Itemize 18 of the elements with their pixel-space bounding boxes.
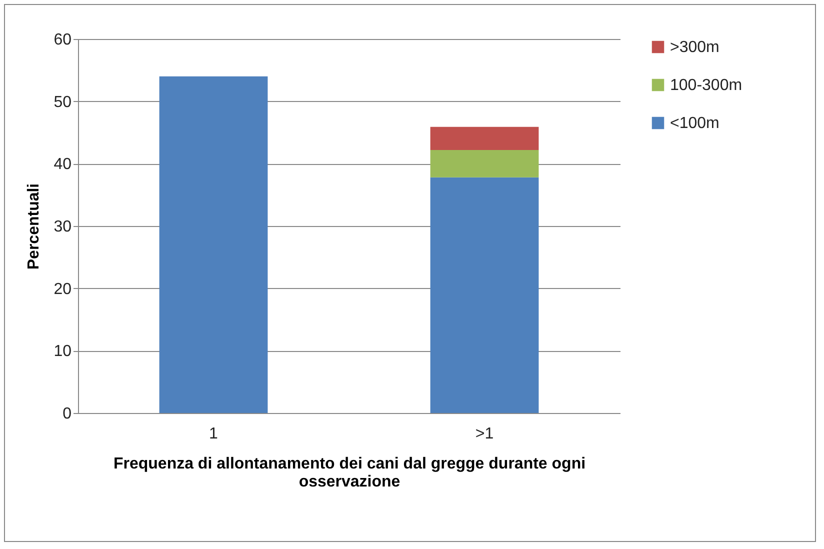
y-tick-label: 30: [54, 218, 72, 236]
bar: [430, 126, 539, 150]
bar: [430, 150, 539, 178]
x-tick-label: >1: [475, 426, 494, 442]
y-axis-title: Percentuali: [26, 183, 43, 270]
y-tick-label: 0: [62, 406, 72, 422]
y-tick-label: 60: [54, 32, 72, 48]
legend-label: <100m: [670, 115, 720, 132]
bar: [159, 76, 268, 413]
legend-label: 100-300m: [670, 77, 742, 94]
y-tick-label: 40: [54, 156, 72, 174]
x-axis-title: Frequenza di allontanamento dei cani dal gregge durante ogni osservazione: [113, 456, 586, 490]
x-tick-label: 1: [209, 426, 218, 442]
y-tick-label: 20: [54, 280, 72, 298]
y-tick-label: 10: [54, 343, 72, 360]
legend-label: >300m: [670, 39, 720, 56]
bar: [430, 177, 539, 413]
y-tick-label: 50: [54, 94, 72, 111]
